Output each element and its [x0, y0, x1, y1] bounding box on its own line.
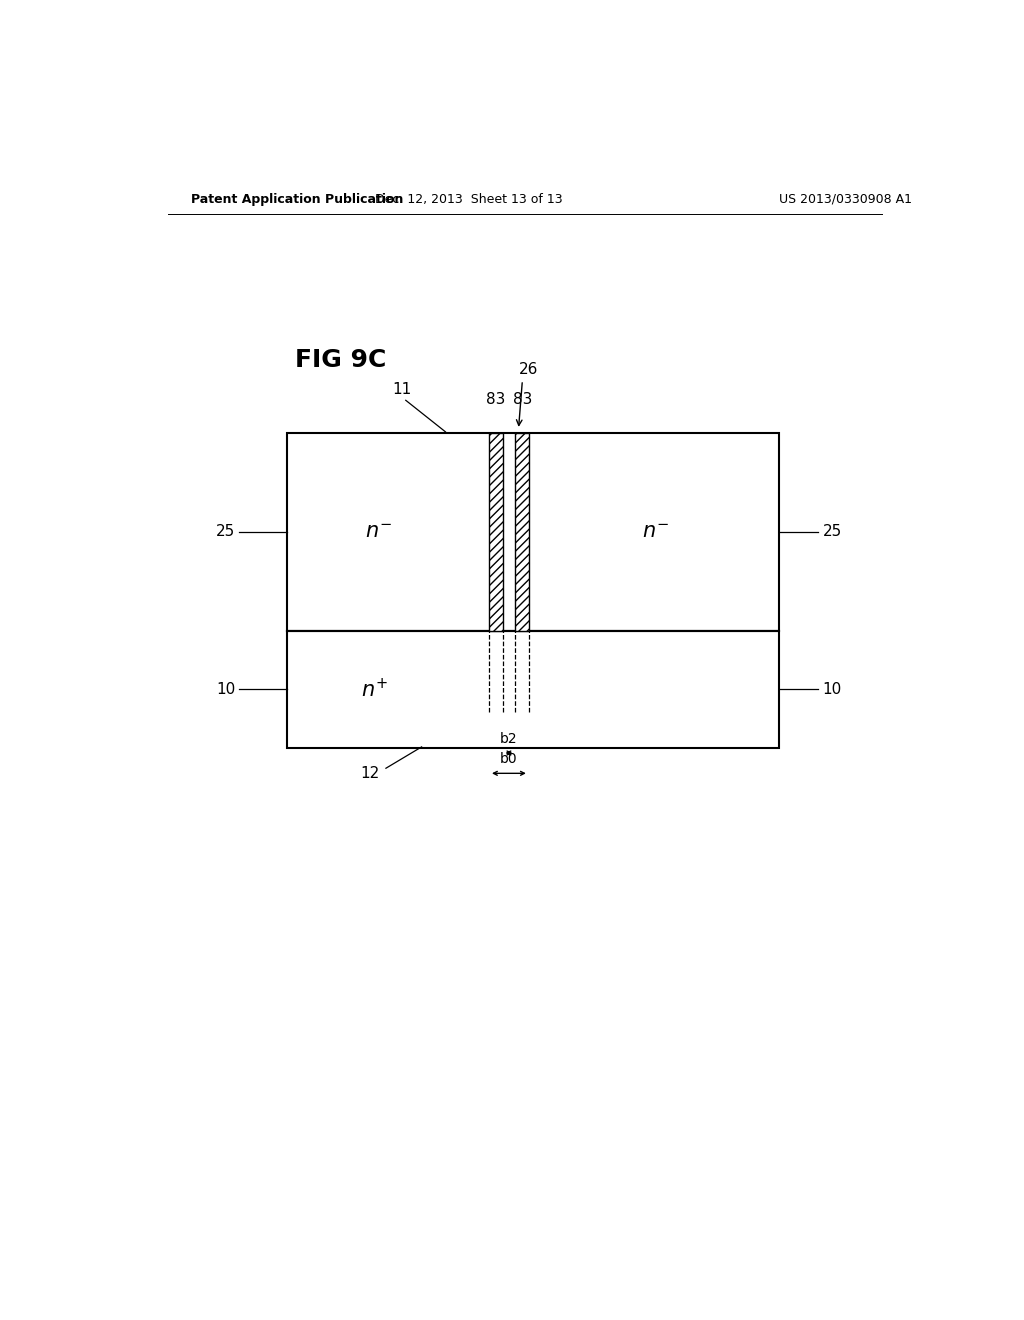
Text: Dec. 12, 2013  Sheet 13 of 13: Dec. 12, 2013 Sheet 13 of 13 [376, 193, 563, 206]
Text: $n^{+}$: $n^{+}$ [360, 677, 387, 701]
Text: 10: 10 [216, 682, 236, 697]
Bar [287, 631, 778, 748]
Text: 11: 11 [392, 383, 412, 397]
Text: 12: 12 [360, 766, 380, 781]
Text: 83: 83 [513, 392, 532, 408]
Text: Patent Application Publication: Patent Application Publication [191, 193, 403, 206]
Text: b0: b0 [500, 752, 518, 766]
Text: US 2013/0330908 A1: US 2013/0330908 A1 [778, 193, 911, 206]
Text: FIG 9C: FIG 9C [295, 348, 386, 372]
Text: $n^{-}$: $n^{-}$ [365, 521, 391, 543]
Text: b2: b2 [500, 731, 518, 746]
Text: 25: 25 [216, 524, 236, 540]
Text: 10: 10 [822, 682, 842, 697]
Bar [489, 433, 503, 631]
Text: $n^{-}$: $n^{-}$ [642, 521, 670, 543]
Text: 26: 26 [519, 362, 539, 378]
Text: 25: 25 [822, 524, 842, 540]
Bar [515, 433, 528, 631]
Bar [287, 433, 778, 631]
Text: 83: 83 [485, 392, 505, 408]
